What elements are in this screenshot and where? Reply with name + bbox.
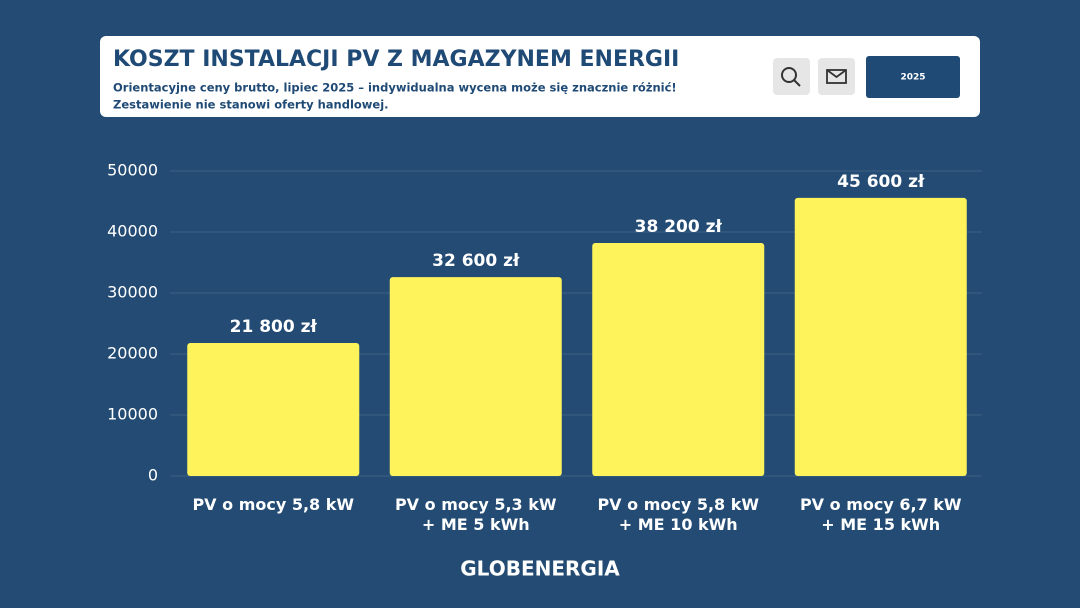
y-tick-label: 10000 [107, 405, 158, 424]
search-icon [793, 79, 801, 87]
logo: GLOBENERGIA [460, 557, 620, 581]
search-icon [781, 67, 797, 83]
bar [187, 343, 360, 476]
search-icon-bg[interactable] [773, 58, 810, 95]
x-tick-label: PV o mocy 5,8 kW [192, 495, 354, 514]
value-label: 32 600 zł [432, 251, 520, 271]
search-button[interactable] [773, 58, 810, 95]
mail-icon [826, 69, 847, 79]
y-tick-label: 0 [148, 466, 158, 485]
mail-button[interactable] [818, 58, 855, 95]
x-tick-label: PV o mocy 6,7 kW + ME 15 kWh [800, 495, 962, 534]
value-label: 38 200 zł [635, 217, 723, 237]
bar [389, 277, 562, 476]
value-label: 45 600 zł [837, 172, 925, 192]
y-tick-label: 30000 [107, 283, 158, 302]
value-label: 21 800 zł [230, 317, 318, 337]
year-button-label[interactable]: 2025 [900, 73, 925, 83]
x-tick-label: PV o mocy 5,3 kW + ME 5 kWh [395, 495, 557, 534]
subtitle: Zestawienie nie stanowi oferty handlowej… [113, 98, 389, 112]
mail-icon [826, 69, 847, 84]
x-tick-label: PV o mocy 5,8 kW + ME 10 kWh [597, 495, 759, 534]
year-button[interactable] [866, 56, 960, 98]
subtitle: Orientacyjne ceny brutto, lipiec 2025 – … [113, 81, 677, 95]
title: KOSZT INSTALACJI PV Z MAGAZYNEM ENERGII [113, 47, 679, 72]
bar [592, 242, 765, 476]
y-tick-label: 50000 [107, 161, 158, 180]
header-box [100, 36, 980, 117]
y-tick-label: 20000 [107, 344, 158, 363]
y-tick-label: 40000 [107, 222, 158, 241]
bar [794, 197, 967, 476]
